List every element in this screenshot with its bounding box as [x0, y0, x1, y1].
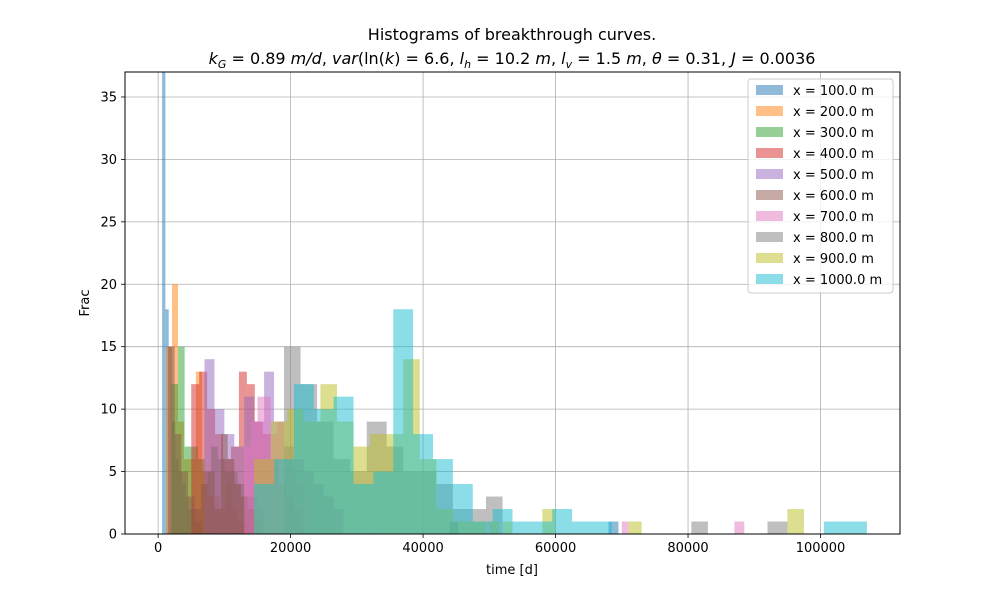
bar-series6-bin3: [181, 471, 188, 534]
plot-frame: [124, 71, 901, 535]
legend-swatch-1: [756, 85, 783, 95]
bar-series6-bin8: [214, 509, 222, 534]
bar-series1-bin1: [162, 72, 166, 534]
histogram-bars: [162, 72, 867, 534]
bar-series8-bin15: [767, 521, 788, 534]
y-axis-ticks: 0 5 10 15 20 25 30 35: [100, 90, 125, 543]
bar-series10-bin11: [452, 484, 473, 534]
legend-swatch-4: [756, 148, 783, 158]
x-tick-label-5: 100000: [796, 541, 846, 556]
legend-label-3: x = 300.0 m: [793, 126, 874, 141]
bar-series6-bin2: [174, 434, 182, 534]
bar-series4-bin1: [191, 384, 200, 534]
bar-series6-bin1: [168, 346, 175, 534]
bar-series10-bin13: [492, 509, 513, 534]
legend-label-9: x = 900.0 m: [793, 252, 874, 267]
bar-series4-bin2: [199, 371, 208, 534]
chart-title-line1: Histograms of breakthrough curves.: [368, 25, 656, 44]
bar-series10-bin12: [472, 521, 493, 534]
x-tick-label-4: 80000: [667, 541, 708, 556]
bar-series6-bin7: [207, 471, 215, 534]
bar-series6-bin4: [187, 496, 195, 534]
bar-series6-bin11: [234, 484, 241, 534]
legend-swatch-2: [756, 106, 783, 116]
y-axis-label: Frac: [78, 290, 93, 317]
legend-frame: [747, 78, 894, 294]
bar-series7-bin11: [621, 521, 629, 534]
x-tick-label-1: 20000: [270, 541, 311, 556]
legend-label-5: x = 500.0 m: [793, 168, 874, 183]
legend-swatch-8: [756, 232, 783, 242]
y-tick-label-6: 30: [100, 153, 117, 168]
bar-series8-bin14: [691, 521, 708, 534]
legend-label-10: x = 1000.0 m: [793, 273, 882, 288]
y-tick-label-2: 10: [100, 403, 117, 418]
bar-series10-bin7: [373, 471, 394, 534]
legend-swatch-9: [756, 253, 783, 263]
legend-swatch-7: [756, 211, 783, 221]
legend: x = 100.0 m x = 200.0 m x = 300.0 m x = 400…: [747, 78, 894, 294]
bar-series10-bin16: [552, 509, 573, 534]
bar-series10-bin3: [293, 384, 314, 534]
y-tick-label-5: 25: [100, 215, 117, 230]
bar-series9-bin18: [628, 521, 642, 534]
bar-series10-bin15: [532, 521, 553, 534]
bar-series10-bin4: [313, 409, 334, 534]
bar-series7-bin1: [244, 446, 251, 534]
bar-series5-bin2: [214, 409, 225, 534]
x-axis-ticks: 0 20000 40000 60000 80000 100000: [154, 534, 845, 556]
bar-series10-bin14: [512, 521, 533, 534]
bar-series10-bin1: [254, 484, 275, 534]
bar-series1-bin14: [608, 521, 619, 534]
bar-series10-bin6: [353, 484, 374, 534]
legend-swatch-10: [756, 274, 783, 284]
chart-title-line2: kG = 0.89 m/d, var(ln(k) = 6.6, lh = 10.…: [209, 49, 816, 71]
y-tick-label-1: 5: [109, 465, 117, 480]
y-tick-label-3: 15: [100, 340, 117, 355]
bar-series10-bin19: [823, 521, 867, 534]
bar-series6-bin6: [201, 484, 208, 534]
bar-series6-bin9: [221, 434, 228, 534]
x-tick-label-3: 60000: [535, 541, 576, 556]
legend-swatch-3: [756, 127, 783, 137]
bar-series10-bin18: [591, 521, 612, 534]
legend-swatch-5: [756, 169, 783, 179]
bar-series5-bin1: [204, 359, 215, 534]
bar-series10-bin5: [333, 396, 354, 534]
y-tick-label-4: 20: [100, 278, 117, 293]
bar-series10-bin10: [433, 459, 453, 534]
y-tick-label-0: 0: [109, 528, 117, 543]
bar-series7-bin12: [734, 521, 745, 534]
legend-label-6: x = 600.0 m: [793, 189, 874, 204]
legend-label-1: x = 100.0 m: [793, 84, 874, 99]
legend-label-2: x = 200.0 m: [793, 105, 874, 120]
legend-label-8: x = 800.0 m: [793, 231, 874, 246]
legend-label-7: x = 700.0 m: [793, 210, 874, 225]
x-tick-label-2: 40000: [402, 541, 443, 556]
legend-label-4: x = 400.0 m: [793, 147, 874, 162]
bar-series10-bin9: [413, 434, 434, 534]
x-axis-label: time [d]: [486, 563, 538, 578]
x-tick-label-0: 0: [154, 541, 162, 556]
bar-series10-bin17: [572, 521, 592, 534]
bar-series10-bin8: [393, 309, 414, 534]
bar-series10-bin2: [274, 459, 294, 534]
bar-series6-bin5: [194, 509, 202, 534]
bar-series6-bin10: [227, 459, 235, 534]
y-tick-label-7: 35: [100, 90, 117, 105]
legend-swatch-6: [756, 190, 783, 200]
bar-series9-bin19: [787, 509, 804, 534]
